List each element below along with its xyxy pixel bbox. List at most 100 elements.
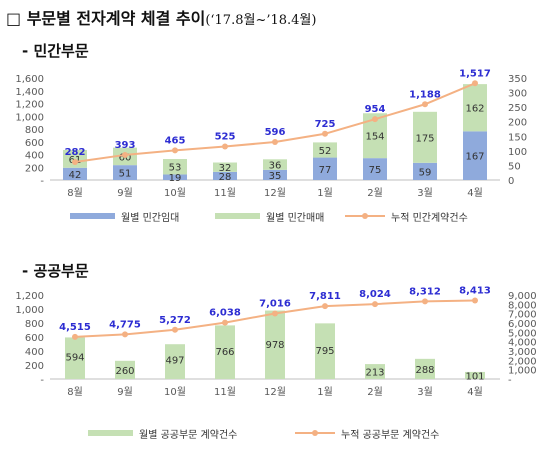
y-left-tick-label: 1,200: [15, 100, 44, 111]
sale-data-label: 154: [365, 132, 384, 143]
x-tick-label: 1월: [317, 386, 333, 398]
cumulative-point: [372, 301, 378, 308]
public-bar: [365, 364, 385, 379]
y-right-tick-label: 3,000: [508, 347, 537, 358]
lease-bar: [63, 167, 87, 180]
public-data-label: 766: [215, 347, 234, 358]
cumulative-point: [222, 319, 228, 326]
x-tick-label: 9월: [117, 187, 133, 199]
y-right-tick-label: 6,000: [508, 319, 537, 330]
public-bar: [265, 310, 285, 379]
cumulative-point: [472, 80, 478, 87]
cumulative-data-label: 8,413: [459, 285, 491, 296]
x-tick-label: 4월: [467, 386, 483, 398]
public-bar: [165, 344, 185, 379]
cumulative-point: [272, 310, 278, 317]
x-tick-label: 8월: [67, 386, 83, 398]
cumulative-point: [472, 297, 478, 304]
y-right-tick-label: 5,000: [508, 328, 537, 339]
y-left-tick-label: 600: [25, 138, 44, 149]
y-left-tick-label: 1,000: [15, 112, 44, 123]
lease-data-label: 28: [219, 172, 232, 183]
public-bar: [115, 360, 135, 379]
public-bar: [465, 371, 485, 379]
legend-swatch-lease: [70, 213, 115, 219]
y-left-tick-label: 400: [25, 151, 44, 162]
public-data-label: 213: [365, 368, 384, 379]
y-right-tick-label: 200: [508, 118, 527, 129]
cumulative-point: [72, 333, 78, 340]
legend-swatch-sale: [215, 213, 260, 219]
cumulative-data-label: 5,272: [159, 315, 191, 326]
cumulative-point: [172, 326, 178, 333]
sale-data-label: 32: [219, 163, 232, 174]
cumulative-data-label: 954: [365, 104, 386, 115]
cumulative-data-label: 282: [65, 147, 86, 158]
sale-data-label: 162: [465, 104, 484, 115]
public-data-label: 260: [115, 366, 134, 377]
y-left-tick-label: 600: [25, 333, 44, 344]
cumulative-point: [422, 298, 428, 305]
cumulative-point: [172, 147, 178, 154]
public-data-label: 795: [315, 346, 334, 357]
sale-bar: [63, 149, 87, 168]
legend-label-sale: 월별 민간매매: [266, 212, 324, 224]
lease-bar: [313, 157, 337, 180]
public-data-label: 288: [415, 365, 434, 376]
y-left-tick-label: -: [40, 375, 44, 386]
y-right-tick-label: 7,000: [508, 310, 537, 321]
sale-data-label: 53: [169, 163, 182, 174]
sale-bar: [263, 159, 287, 170]
public-bar: [65, 337, 85, 379]
legend-label-lease: 월별 민간임대: [121, 211, 179, 224]
cumulative-data-label: 6,038: [209, 308, 241, 319]
x-tick-label: 11월: [214, 386, 236, 398]
private-section-title: - 민간부문: [22, 42, 89, 60]
x-tick-label: 3월: [417, 386, 433, 398]
page-subtitle: (‘17.8월~’18.4월): [205, 13, 317, 28]
lease-data-label: 77: [319, 165, 332, 176]
cumulative-data-label: 525: [215, 132, 236, 143]
cumulative-data-label: 465: [165, 135, 186, 146]
x-tick-label: 4월: [467, 187, 483, 199]
y-left-tick-label: 1,000: [15, 305, 44, 316]
x-tick-label: 9월: [117, 386, 133, 398]
lease-bar: [263, 169, 287, 180]
private-chart: 1,6001,4001,2001,000800600400200-3503002…: [15, 68, 527, 224]
y-right-tick-label: 8,000: [508, 300, 537, 311]
cumulative-data-label: 4,775: [109, 319, 141, 330]
legend-label-monthly: 월별 공공부문 계약건수: [139, 429, 237, 441]
public-bar: [415, 358, 435, 379]
cumulative-data-label: 1,188: [409, 89, 441, 100]
y-right-tick-label: 2,000: [508, 356, 537, 367]
y-right-tick-label: 4,000: [508, 338, 537, 349]
x-tick-label: 10월: [164, 187, 186, 199]
cumulative-point: [272, 139, 278, 146]
cumulative-point: [122, 331, 128, 338]
cumulative-data-label: 7,016: [259, 299, 291, 310]
public-data-label: 594: [65, 352, 84, 363]
cumulative-point: [72, 159, 78, 166]
lease-data-label: 59: [419, 167, 432, 178]
y-right-tick-label: 300: [508, 89, 527, 100]
public-section-title: - 공공부문: [22, 262, 89, 280]
x-tick-label: 1월: [317, 187, 333, 199]
sale-bar: [213, 162, 237, 172]
legend-marker-cumulative: [312, 430, 318, 436]
cumulative-point: [322, 130, 328, 137]
cumulative-point: [322, 303, 328, 310]
lease-data-label: 19: [169, 173, 182, 184]
x-tick-label: 3월: [417, 187, 433, 199]
public-bar: [215, 325, 235, 379]
cumulative-data-label: 596: [265, 127, 286, 138]
cumulative-data-label: 1,517: [459, 68, 491, 79]
legend-swatch-monthly: [88, 430, 133, 436]
x-tick-label: 2월: [367, 386, 383, 398]
sale-bar: [413, 111, 437, 163]
sale-data-label: 52: [319, 146, 332, 157]
public-data-label: 101: [465, 371, 484, 382]
x-tick-label: 2월: [367, 187, 383, 199]
cumulative-point: [372, 116, 378, 123]
y-right-tick-label: 100: [508, 147, 527, 158]
cumulative-point: [422, 101, 428, 108]
